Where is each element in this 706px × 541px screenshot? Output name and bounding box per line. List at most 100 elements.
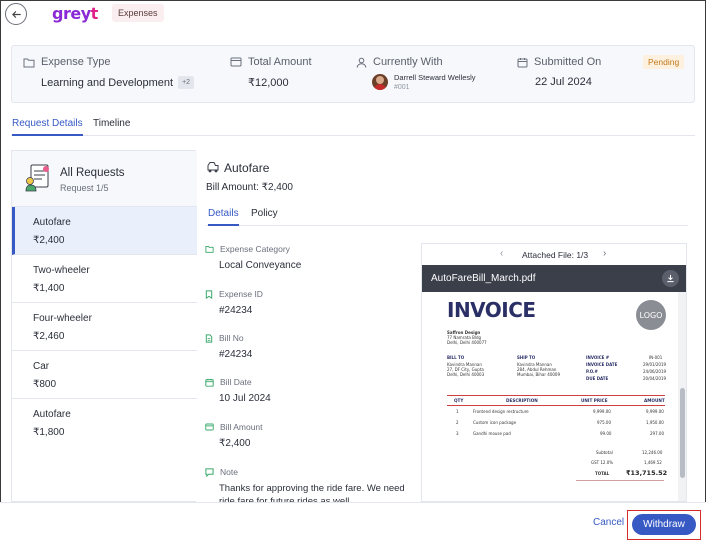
request-item-name: Car [33,361,50,372]
field-bill-amount: Bill Amount ₹2,400 [205,422,263,449]
invoice-meta-key: INVOICE DATE [586,362,618,367]
back-button[interactable] [5,3,27,25]
invoice-row-qty: 2 [456,420,459,425]
card-icon [230,57,242,67]
invoice-company: Saffron Design 77 Namrata Bldg Delhi, De… [447,330,487,345]
withdraw-button[interactable]: Withdraw [632,514,696,535]
status-badge: Pending [643,55,685,69]
expense-title: Autofare [224,161,270,175]
invoice-col-qty: QTY [454,398,464,403]
withdraw-highlight: Withdraw [627,510,701,540]
calendar-icon [205,378,214,387]
tab-request-details[interactable]: Request Details [12,118,83,136]
request-item-amount: ₹800 [33,379,57,390]
invoice-row-desc: Gandhi mouse pad [473,431,511,436]
request-item-four-wheeler[interactable]: Four-wheeler ₹2,460 [12,303,197,351]
bill-amount-summary: Bill Amount: ₹2,400 [206,182,293,193]
all-requests-header: All Requests Request 1/5 [12,151,197,207]
request-item-amount: ₹1,400 [33,283,65,294]
file-name: AutoFareBill_March.pdf [431,273,536,284]
invoice-gst: 1,469.52 [644,460,662,465]
invoice-meta-key: DUE DATE [586,376,609,381]
download-button[interactable] [662,270,679,287]
request-item-autofare-2[interactable]: Autofare ₹1,800 [12,399,197,447]
submitted-on-value: 22 Jul 2024 [535,76,592,88]
avatar [372,74,388,90]
invoice-row-price: 975.00 [597,420,611,425]
cancel-button[interactable]: Cancel [593,517,625,528]
request-item-name: Autofare [33,217,71,228]
invoice-row-price: 99.00 [600,431,612,436]
expense-type-block: Expense Type Learning and Development +2 [23,56,195,89]
attachment-scrollbar[interactable] [678,292,686,501]
invoice-rule [447,395,665,396]
attachment-nav: ‹ Attached File: 1/3 › [422,244,686,264]
invoice-col-description: DESCRIPTION [506,398,538,403]
bill-date-value: 10 Jul 2024 [219,393,271,404]
total-amount-block: Total Amount ₹12,000 [230,56,312,89]
bookmark-icon [205,289,213,299]
invoice-row-amount: 9,999.00 [646,409,664,414]
chevron-left-icon[interactable]: ‹ [500,248,504,259]
invoice-row-qty: 3 [456,431,459,436]
comment-icon [205,467,214,477]
invoice-rule [576,480,664,481]
bill-amount-value: ₹2,400 [219,438,251,449]
invoice-rule [447,405,665,406]
assignee-id: #001 [394,84,410,91]
invoice-row-amount: 1,950.00 [646,420,664,425]
invoice-meta-key: INVOICE # [586,355,610,360]
request-item-name: Two-wheeler [33,265,90,276]
currently-with-block: Currently With Darrell Steward Wellesly … [356,56,476,91]
module-tag: Expenses [112,4,164,22]
invoice-subtotal: 12,246.00 [642,450,663,455]
top-tabs: Request Details Timeline [11,116,695,136]
request-item-amount: ₹2,460 [33,331,65,342]
invoice-meta-value: 29/01/2019 [643,362,667,367]
tab-details[interactable]: Details [208,208,239,226]
invoice-title: INVOICE [447,298,536,322]
invoice-row-price: 9,999.00 [593,409,611,414]
request-counter: Request 1/5 [60,183,109,193]
invoice-subtotal-label: Subtotal [596,450,613,455]
total-amount-value: ₹12,000 [248,77,289,89]
chevron-right-icon[interactable]: › [603,248,607,259]
folder-icon [205,246,214,253]
request-summary-card: Expense Type Learning and Development +2… [11,45,695,103]
arrow-left-icon [11,10,21,18]
requests-illustration-icon [25,164,49,192]
field-bill-date: Bill Date 10 Jul 2024 [205,377,271,404]
request-item-two-wheeler[interactable]: Two-wheeler ₹1,400 [12,255,197,303]
folder-icon [23,58,35,67]
request-item-name: Autofare [33,409,71,420]
tab-timeline[interactable]: Timeline [93,118,131,129]
all-requests-title: All Requests [60,167,125,179]
invoice-row-desc: Custom icon package [473,420,517,425]
calendar-icon [517,57,528,67]
note-value: Thanks for approving the ride fare. We n… [219,483,405,507]
invoice-bill-to: BILL TO Kavindra Mannan 27, DF City, Gup… [447,355,485,377]
assignee-name: Darrell Steward Wellesly [394,73,476,82]
request-item-autofare[interactable]: Autofare ₹2,400 [12,207,197,255]
invoice-meta-key: P.O.# [586,369,598,374]
logo: greyt [52,4,98,23]
request-item-amount: ₹2,400 [33,235,65,246]
invoice-ship-to: SHIP TO Kavindra Mannan 284, Abdul Rehma… [517,355,561,377]
footer-actions: Cancel Withdraw [0,502,706,541]
request-item-amount: ₹1,800 [33,427,65,438]
invoice-total: ₹13,715.52 [626,469,668,477]
submitted-on-label: Submitted On [534,56,602,68]
expense-type-count-badge[interactable]: +2 [178,76,195,89]
attachment-scroll-thumb[interactable] [680,388,685,478]
expense-type-label: Expense Type [41,56,111,68]
bill-no-value: #24234 [219,349,253,360]
invoice-col-unit-price: UNIT PRICE [581,398,608,403]
file-bar: AutoFareBill_March.pdf [422,265,686,292]
detail-tabs: Details Policy [206,206,688,226]
tab-policy[interactable]: Policy [251,208,278,219]
invoice-gst-label: GST 12.0% [591,460,614,465]
expense-type-value: Learning and Development [41,76,174,89]
invoice-preview: INVOICE LOGO Saffron Design 77 Namrata B… [436,292,678,501]
request-item-car[interactable]: Car ₹800 [12,351,197,399]
invoice-meta-value: IN-001 [649,355,663,360]
